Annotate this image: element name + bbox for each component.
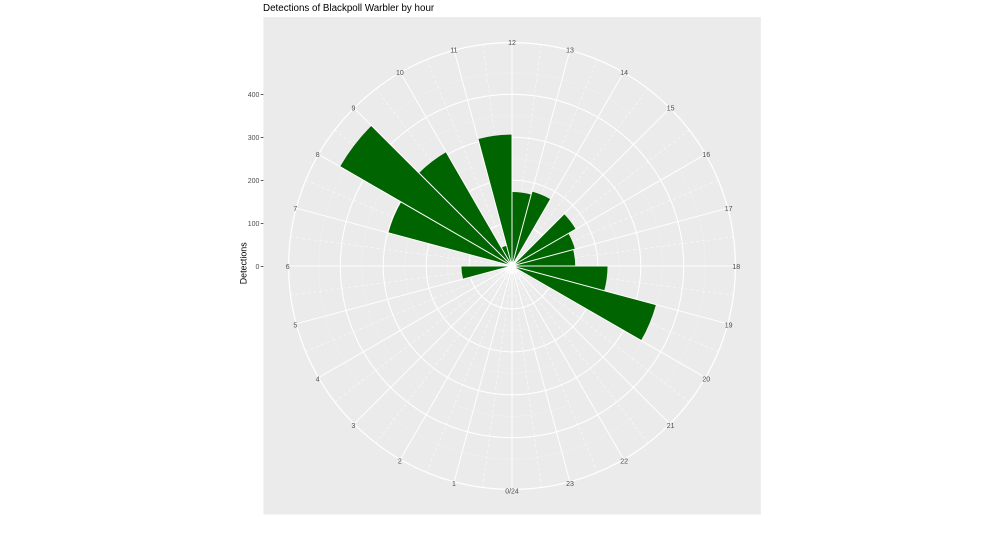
svg-text:6: 6 xyxy=(286,264,290,271)
svg-text:18: 18 xyxy=(732,264,740,271)
svg-text:7: 7 xyxy=(293,206,297,213)
svg-text:11: 11 xyxy=(450,48,457,55)
svg-text:20: 20 xyxy=(702,376,710,383)
svg-text:12: 12 xyxy=(508,40,516,47)
svg-text:300: 300 xyxy=(248,135,260,142)
svg-text:10: 10 xyxy=(396,70,404,77)
svg-text:9: 9 xyxy=(351,106,355,113)
svg-text:2: 2 xyxy=(398,458,402,465)
svg-text:23: 23 xyxy=(566,481,574,488)
svg-text:13: 13 xyxy=(566,48,574,55)
svg-text:200: 200 xyxy=(248,178,260,185)
svg-text:5: 5 xyxy=(293,322,297,329)
svg-text:0: 0 xyxy=(255,264,259,271)
svg-text:1: 1 xyxy=(452,481,456,488)
svg-text:Detections of Blackpoll Warble: Detections of Blackpoll Warbler by hour xyxy=(263,3,435,14)
svg-text:14: 14 xyxy=(620,70,628,77)
svg-text:21: 21 xyxy=(667,423,675,430)
svg-text:100: 100 xyxy=(248,221,260,228)
svg-text:3: 3 xyxy=(351,423,355,430)
svg-text:0/24: 0/24 xyxy=(505,489,519,496)
svg-text:19: 19 xyxy=(725,322,733,329)
svg-text:16: 16 xyxy=(702,152,710,159)
svg-text:4: 4 xyxy=(316,376,320,383)
svg-text:17: 17 xyxy=(725,206,733,213)
svg-text:15: 15 xyxy=(667,106,675,113)
svg-text:22: 22 xyxy=(620,458,628,465)
svg-text:400: 400 xyxy=(248,92,260,99)
svg-text:Detections: Detections xyxy=(239,242,249,284)
svg-text:8: 8 xyxy=(316,152,320,159)
